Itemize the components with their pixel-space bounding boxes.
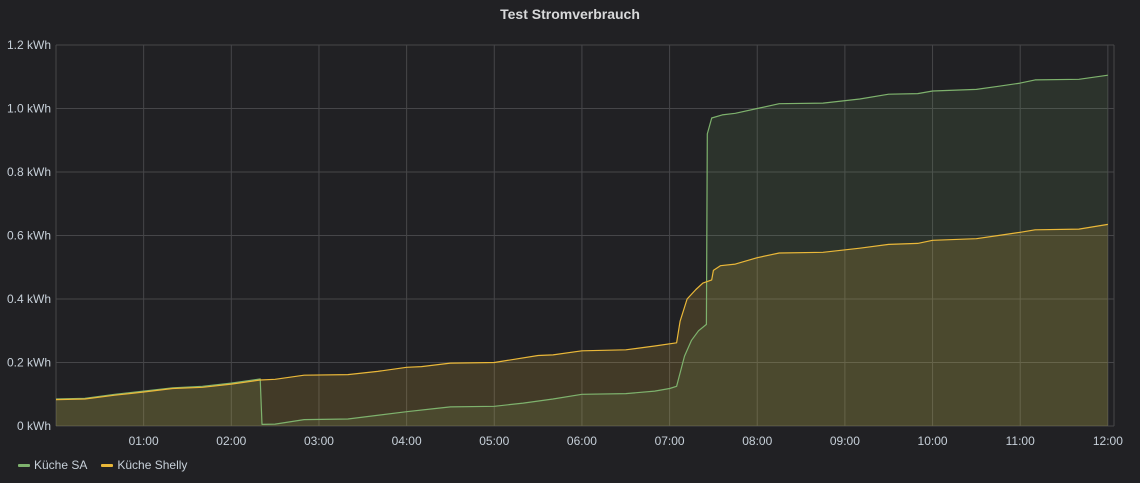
x-axis: 01:00 02:00 03:00 04:00 05:00 06:00 07:00 08:00… (129, 434, 1124, 448)
y-axis: 0 kWh 0.2 kWh 0.4 kWh 0.6 kWh 0.8 kWh 1.0 kWh… (7, 38, 51, 433)
y-tick-label: 0.4 kWh (7, 292, 51, 306)
legend-swatch-kueche-shelly (101, 463, 114, 467)
series-lines (55, 74, 1108, 425)
y-tick-label: 0.2 kWh (7, 356, 51, 370)
series-line-kueche-sa (55, 74, 1108, 425)
x-tick-label: 04:00 (392, 434, 422, 448)
x-tick-label: 06:00 (567, 434, 597, 448)
legend-label-kueche-shelly: Küche Shelly (117, 458, 188, 472)
legend-item-kueche-shelly[interactable]: Küche Shelly (101, 458, 187, 472)
y-tick-label: 0.8 kWh (7, 165, 51, 179)
x-tick-label: 02:00 (216, 434, 246, 448)
y-tick-label: 0.6 kWh (7, 229, 51, 243)
x-tick-label: 08:00 (742, 434, 772, 448)
y-tick-label: 1.0 kWh (7, 102, 51, 116)
x-tick-label: 12:00 (1093, 434, 1123, 448)
series-line-kueche-shelly (55, 223, 1108, 401)
x-tick-label: 07:00 (655, 434, 685, 448)
legend-label-kueche-sa: Küche SA (34, 458, 88, 472)
x-tick-label: 01:00 (129, 434, 159, 448)
series-areas (56, 75, 1108, 426)
series-area-kueche-sa (56, 75, 1108, 426)
x-tick-label: 05:00 (479, 434, 509, 448)
legend-swatch-kueche-sa (18, 463, 30, 467)
legend: Küche SA Küche Shelly (18, 458, 187, 472)
x-tick-label: 09:00 (830, 434, 860, 448)
legend-item-kueche-sa[interactable]: Küche SA (18, 458, 87, 472)
grid-lines (55, 44, 1115, 427)
x-tick-label: 10:00 (918, 434, 948, 448)
x-tick-label: 11:00 (1006, 434, 1035, 448)
panel-title[interactable]: Test Stromverbrauch (500, 6, 640, 22)
x-tick-label: 03:00 (304, 434, 334, 448)
y-tick-label: 1.2 kWh (7, 38, 51, 52)
series-area-kueche-shelly (56, 224, 1108, 426)
y-tick-label: 0 kWh (17, 419, 51, 433)
